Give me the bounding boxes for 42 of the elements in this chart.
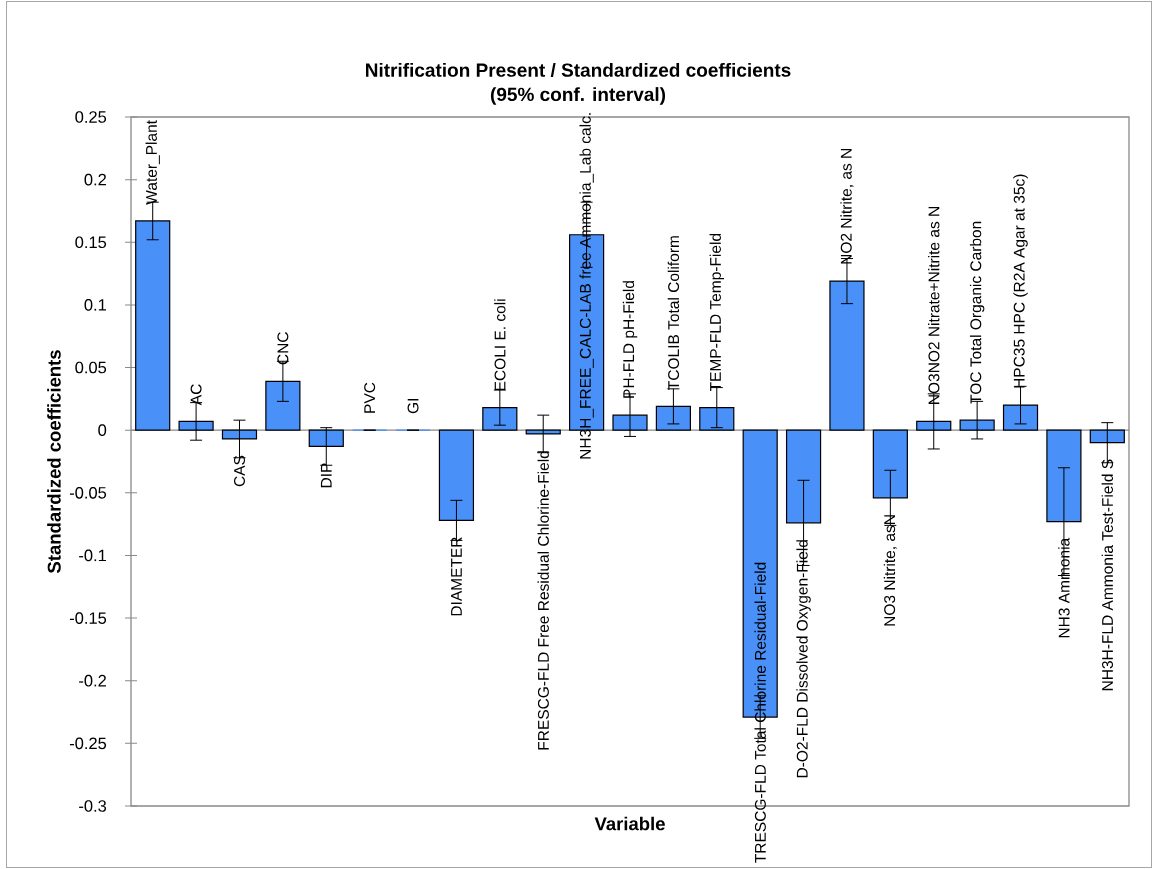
y-tick-label: 0.15: [75, 236, 107, 249]
x-tick-label: GI: [407, 399, 419, 414]
y-axis-title: Standardized coefficients: [47, 350, 61, 574]
x-tick-label: NO2 Nitrite, as N: [840, 149, 854, 264]
y-tick-label: 0.25: [75, 111, 107, 123]
x-tick-label: DIP: [320, 463, 332, 488]
x-axis-title: Variable: [594, 816, 665, 831]
y-tick-label: -0.1: [79, 549, 106, 562]
x-tick-label: FRESCG-FLD Free Residual Chlorine-Field: [537, 451, 549, 750]
bar: [265, 380, 301, 431]
y-tick-label: 0.1: [84, 299, 106, 311]
x-tick-label: AC: [190, 384, 202, 406]
x-tick-label: TEMP-FLD Temp-Field: [709, 233, 725, 392]
y-tick-label: -0.25: [69, 737, 107, 750]
x-tick-label: NO3NO2 Nitrate+Nitrite as N: [928, 207, 940, 404]
bar: [872, 429, 908, 499]
y-tick-label: -0.2: [79, 674, 106, 687]
x-tick-label: PVC: [364, 382, 376, 413]
y-tick-label: -0.15: [69, 612, 107, 624]
chart-subtitle: (95% conf. interval): [490, 87, 666, 105]
x-tick-label: TCOLIB Total Coliform: [667, 236, 680, 390]
x-tick-label: NH3H-FLD Ammonia Test-Field S: [1101, 459, 1113, 691]
chart-title: Nitrification Present / Standardized coefficients: [366, 62, 791, 78]
x-tick-label: HPC35 HPC (R2A Agar at 35c): [1013, 174, 1028, 388]
x-tick-label: CAS: [234, 455, 245, 487]
x-tick-label: TRESCG-FLD Total Chlorine Residual-Field: [754, 562, 766, 863]
x-tick-label: Water_Plant: [145, 120, 160, 205]
x-tick-label: CNC: [277, 332, 289, 365]
x-tick-label: NH3 Ammonia: [1058, 537, 1070, 638]
x-tick-label: PH-FLD pH-Field: [622, 281, 638, 398]
x-tick-label: DIAMETER: [451, 537, 462, 616]
y-tick-label: -0.3: [79, 800, 107, 812]
y-tick-label: 0.2: [84, 173, 106, 186]
x-tick-label: NH3H_FREE_CALC-LAB free Ammonia_Lab calc.: [579, 113, 594, 459]
x-tick-label: NO3 Nitrite, asN: [883, 515, 897, 626]
x-tick-label: TOC Total Organic Carbon: [969, 221, 985, 404]
y-tick-label: 0: [98, 424, 107, 437]
bar: [655, 405, 691, 431]
x-tick-label: ECOLI E. coli: [494, 299, 506, 391]
y-tick-label: 0.05: [75, 361, 107, 374]
x-tick-label: D-O2-FLD Dissolved Oxygen-Field: [796, 540, 811, 778]
y-tick-label: -0.05: [69, 486, 107, 499]
